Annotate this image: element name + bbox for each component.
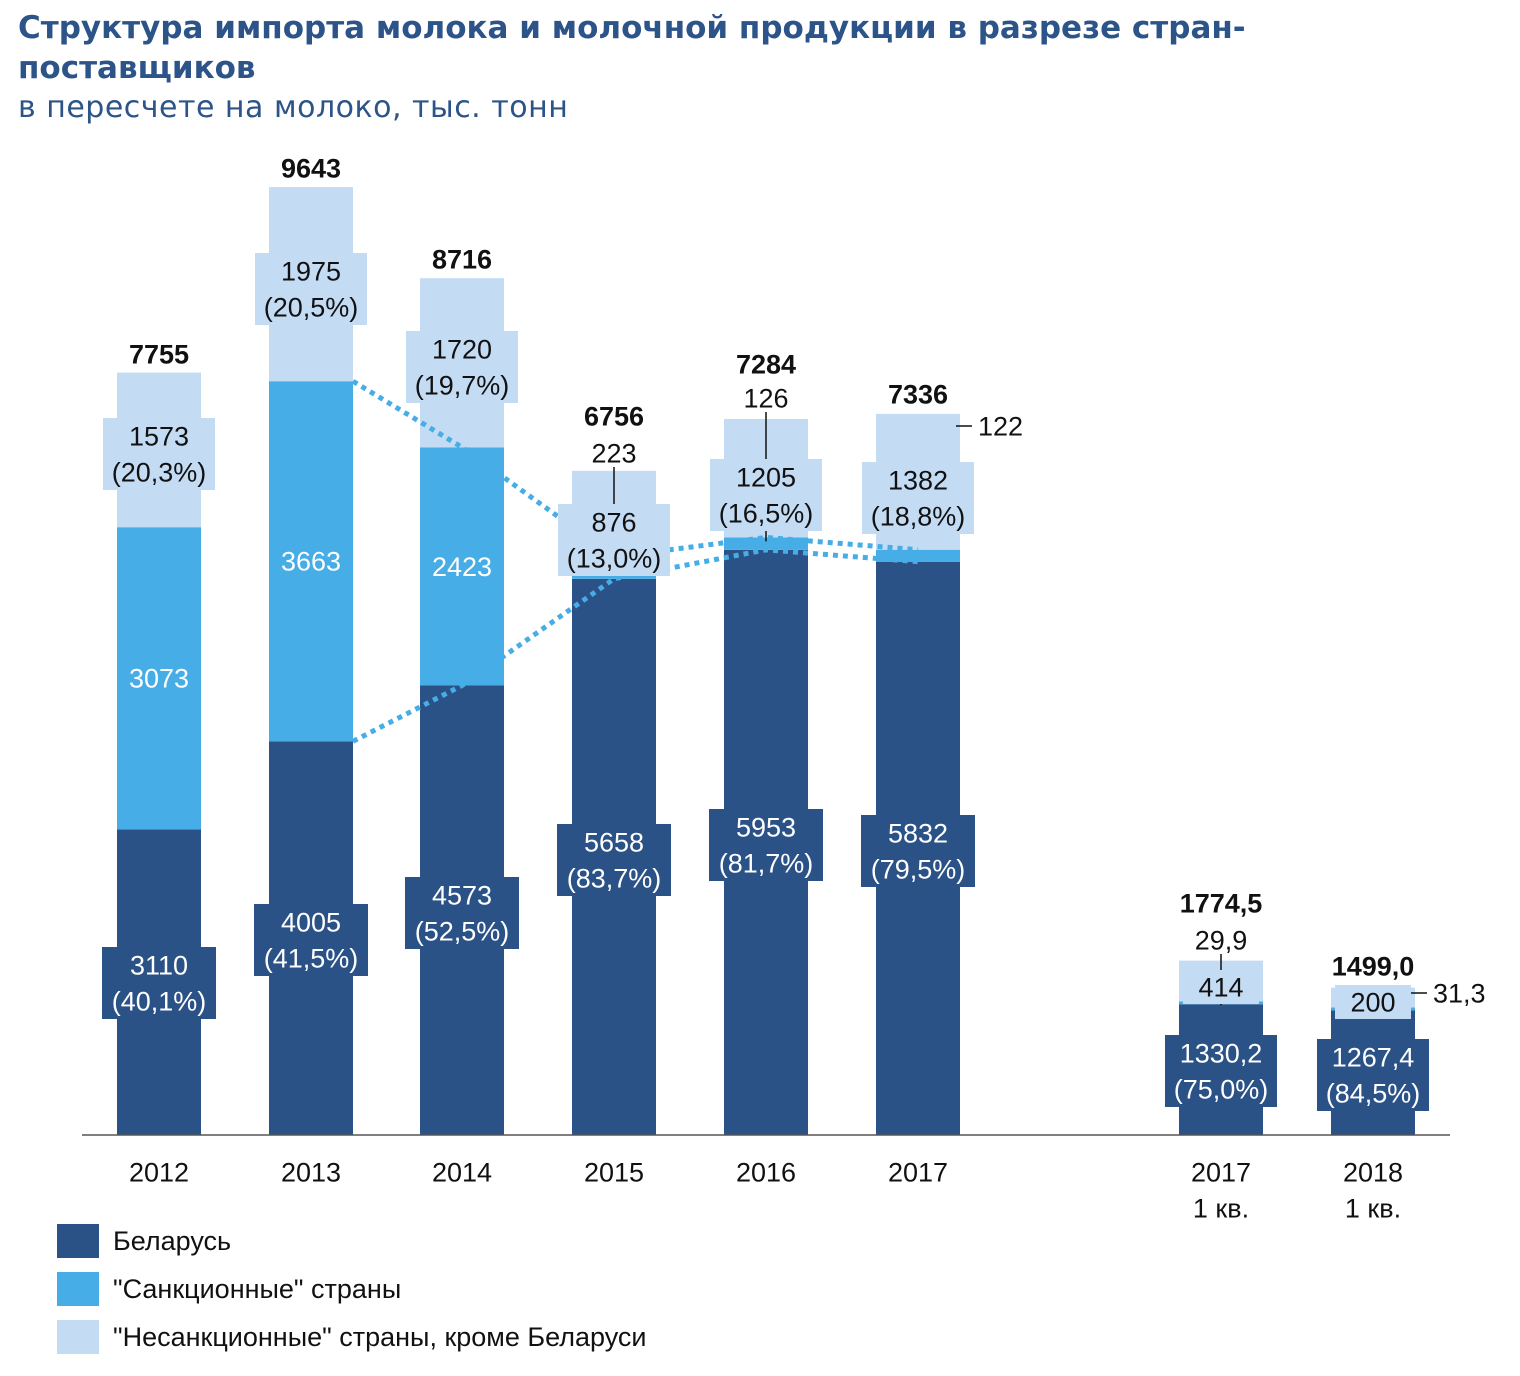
label-nonsanction-4: 1205 (16,5%) [719, 463, 814, 529]
label-total-4: 7284 [736, 349, 796, 379]
label-total-3: 6756 [584, 401, 644, 431]
page-subtitle: в пересчете на молоко, тыс. тонн [18, 90, 569, 125]
label-nonsanction-0-box [103, 418, 215, 490]
label-belarus-5-box [861, 815, 975, 887]
label-belarus-2: 4573 (52,5%) [415, 881, 510, 947]
label-nonsanction-7-box [1335, 985, 1411, 1019]
label-sanction-1: 3663 [281, 547, 341, 577]
legend-label-belarus: Беларусь [113, 1226, 232, 1256]
x-tick-label-2: 2014 [432, 1157, 492, 1187]
x-tick-label-0: 2012 [129, 1157, 189, 1187]
bar-sanction-5 [876, 549, 960, 562]
legend-label-sanction: "Санкционные" страны [113, 1274, 402, 1304]
label-belarus-7-box [1317, 1039, 1429, 1111]
label-sanction-5: 122 [978, 411, 1023, 441]
label-sanction-7: 31,3 [1433, 978, 1486, 1008]
label-nonsanction-5-box [862, 462, 974, 534]
label-sanction-3: 223 [591, 438, 636, 468]
label-sanction-6: 29,9 [1195, 925, 1248, 955]
label-total-5: 7336 [888, 379, 948, 409]
label-belarus-3: 5658 (83,7%) [567, 828, 662, 894]
bar-sanction-0 [117, 527, 201, 830]
label-total-2: 8716 [432, 244, 492, 274]
label-sanction-0: 3073 [129, 664, 189, 694]
label-belarus-2-box [405, 877, 519, 949]
label-total-1: 9643 [281, 153, 341, 183]
label-nonsanction-4-box [710, 459, 822, 531]
x-tick-label-1: 2013 [281, 1157, 341, 1187]
x-tick-label-5: 2017 [888, 1157, 948, 1187]
label-belarus-4-box [709, 809, 823, 881]
page-title: Структура импорта молока и молочной прод… [18, 10, 1246, 86]
label-total-7: 1499,0 [1332, 951, 1415, 981]
label-belarus-1: 4005 (41,5%) [264, 908, 359, 974]
label-belarus-6-box [1165, 1035, 1277, 1107]
legend-swatch-belarus [57, 1224, 99, 1258]
bar-sanction-4 [724, 537, 808, 550]
label-belarus-7: 1267,4 (84,5%) [1326, 1043, 1421, 1109]
label-nonsanction-6: 414 [1198, 972, 1243, 1002]
label-total-6: 1774,5 [1180, 888, 1263, 918]
trend-line-lower [351, 547, 919, 744]
x-tick-label-4: 2016 [736, 1157, 796, 1187]
bar-sanction-2 [420, 447, 504, 686]
label-belarus-5: 5832 (79,5%) [871, 819, 966, 885]
legend-swatch-sanction [57, 1272, 99, 1306]
label-sanction-2: 2423 [432, 552, 492, 582]
label-nonsanction-3-box [558, 504, 670, 576]
label-belarus-0-box [102, 947, 216, 1019]
label-nonsanction-2: 1720 (19,7%) [415, 335, 510, 401]
label-belarus-3-box [557, 824, 671, 896]
label-belarus-4: 5953 (81,7%) [719, 813, 814, 879]
x-tick-label-6: 2017 1 кв. [1191, 1157, 1251, 1223]
label-nonsanction-7: 200 [1350, 987, 1395, 1017]
label-belarus-1-box [254, 904, 368, 976]
label-nonsanction-5: 1382 (18,8%) [871, 466, 966, 532]
label-sanction-4: 126 [743, 383, 788, 413]
label-belarus-0: 3110 (40,1%) [112, 951, 207, 1017]
label-belarus-6: 1330,2 (75,0%) [1174, 1039, 1269, 1105]
label-nonsanction-0: 1573 (20,3%) [112, 422, 207, 488]
label-nonsanction-1: 1975 (20,5%) [264, 257, 359, 323]
x-tick-label-3: 2015 [584, 1157, 644, 1187]
x-tick-label-7: 2018 1 кв. [1343, 1157, 1403, 1223]
label-nonsanction-2-box [406, 331, 518, 403]
label-nonsanction-6-box [1183, 970, 1259, 1004]
bar-sanction-1 [269, 381, 353, 742]
legend-label-nonsanction: "Несанкционные" страны, кроме Беларуси [113, 1322, 647, 1352]
label-total-0: 7755 [129, 339, 189, 369]
label-nonsanction-1-box [255, 253, 367, 325]
legend-swatch-nonsanction [57, 1320, 99, 1354]
label-nonsanction-3: 876 (13,0%) [567, 508, 662, 574]
